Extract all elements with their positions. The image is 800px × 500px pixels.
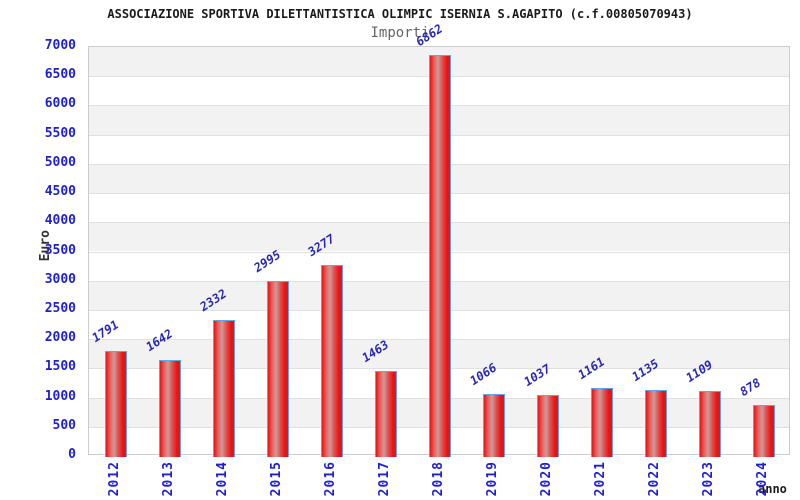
bar-2023 [699, 391, 721, 457]
x-tick-label: 2013 [161, 461, 176, 497]
chart-title: ASSOCIAZIONE SPORTIVA DILETTANTISTICA OL… [107, 7, 693, 21]
bar-2021 [591, 388, 613, 457]
y-tick-label: 0 [68, 447, 76, 462]
x-tick-label: 2018 [431, 461, 446, 497]
chart-subtitle: Importi [370, 25, 430, 41]
y-tick-label: 2000 [44, 330, 76, 346]
x-tick-label: 2014 [215, 461, 230, 497]
x-tick-label: 2019 [485, 461, 500, 497]
x-tick-label: 2021 [593, 461, 608, 497]
y-tick-label: 1000 [44, 388, 76, 404]
x-tick-label: 2017 [377, 461, 392, 497]
y-tick-label: 1500 [44, 359, 76, 375]
x-tick-label: 2020 [539, 461, 554, 497]
bar-2019 [483, 393, 505, 457]
y-tick-label: 3500 [44, 242, 76, 258]
y-tick-label: 6500 [44, 67, 76, 83]
bar-2020 [537, 395, 559, 457]
bar-2017 [375, 370, 397, 457]
y-tick-label: 6000 [44, 96, 76, 112]
y-tick-label: 5000 [44, 154, 76, 170]
bar-2015 [267, 281, 289, 457]
x-tick-label: 2022 [647, 461, 662, 497]
bar-2024 [753, 404, 775, 457]
bar-2012 [105, 351, 127, 457]
bar-2013 [159, 360, 181, 457]
x-axis-label: anno [758, 482, 787, 496]
y-tick-label: 3000 [44, 271, 76, 287]
y-tick-label: 4500 [44, 184, 76, 200]
y-tick-label: 5500 [44, 125, 76, 141]
y-tick-label: 7000 [44, 38, 76, 53]
x-tick-label: 2024 [755, 461, 770, 497]
x-tick-label: 2012 [107, 461, 122, 497]
bar-2014 [213, 319, 235, 457]
bar-2018 [429, 55, 451, 457]
plot-area: 1791 1642 2332 2995 3277 1463 6862 1066 1037 1161… [88, 22, 790, 457]
x-tick-label: 2015 [269, 461, 284, 497]
x-tick-label: 2016 [323, 461, 338, 497]
bar-2022 [645, 389, 667, 457]
bar-2016 [321, 264, 343, 457]
y-tick-label: 2500 [44, 300, 76, 316]
y-tick-label: 500 [52, 417, 76, 433]
x-tick-label: 2023 [701, 461, 716, 497]
y-tick-label: 4000 [44, 213, 76, 229]
